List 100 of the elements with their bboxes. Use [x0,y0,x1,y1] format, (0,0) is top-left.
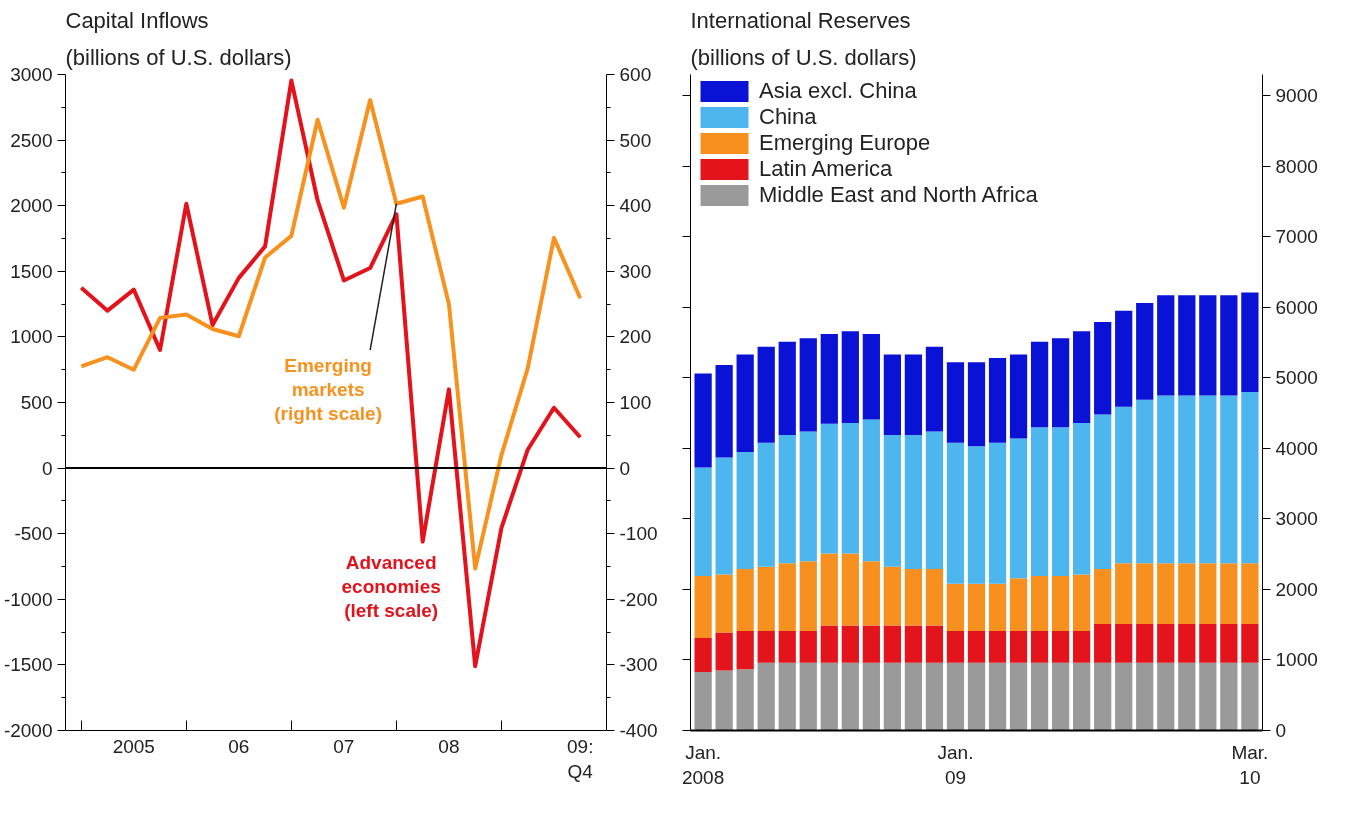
y-tick-label: 1000 [10,326,53,348]
bar [1157,662,1175,731]
series-label: Advanced economies (left scale) [341,551,441,621]
y-tick-label: 6000 [1275,296,1318,318]
bar [1052,338,1070,428]
bar [1199,295,1217,396]
legend-label: Latin America [759,156,893,182]
chart-title: Capital Inflows [65,7,209,33]
bar [946,362,965,443]
bar [799,431,817,562]
x-tick-label: 06 [228,735,250,757]
bar [757,346,775,443]
chart-subtitle: (billions of U.S. dollars) [690,44,917,70]
bar [1241,563,1259,624]
x-tick-label: 08 [438,735,460,757]
bar [778,563,796,632]
bar [1220,295,1238,396]
bar [1030,631,1049,663]
bar [946,442,965,584]
y-tick-label: 4000 [1275,437,1318,459]
bar [904,662,923,731]
y-tick-label: -1500 [3,654,53,676]
bar [1178,662,1196,731]
bar [1009,354,1028,439]
bar [715,574,733,633]
bar [1136,623,1154,663]
y-tick-label: 2000 [1275,578,1318,600]
bar [778,662,796,731]
bar [862,419,880,562]
bar [1136,303,1154,400]
bar [862,334,880,420]
bar [1052,662,1070,731]
bar [1241,391,1259,564]
y2-tick-label: -100 [619,523,658,545]
bar [904,354,923,435]
bar [736,568,754,632]
legend-label: Emerging Europe [759,130,931,156]
y-tick-label: 0 [41,457,53,479]
text: Emerging markets (right scale) [274,354,382,425]
bar [1052,427,1070,577]
x-tick-label: 07 [333,735,355,757]
y2-tick-label: -400 [619,720,658,741]
bar [925,431,944,569]
line-series [79,78,583,669]
x-tick-label: 2005 [112,735,155,757]
bar [967,362,986,447]
bar [1199,662,1217,731]
bar [925,662,944,731]
bar [1052,631,1070,663]
bar [946,631,965,663]
bar [1136,662,1154,731]
bar [904,434,923,569]
bar [1030,576,1049,632]
x-tick-label: Jan. 2008 [681,741,725,788]
y2-tick-label: 0 [619,457,631,479]
bar [904,625,923,663]
bar [1178,623,1196,663]
bar [1199,623,1217,663]
bar [967,662,986,731]
bar [1094,662,1112,731]
bar [820,625,838,663]
bar [1199,395,1217,564]
bar [1030,427,1049,577]
bar [1157,563,1175,624]
bar [1030,662,1049,731]
bar [799,631,817,663]
bar [1009,438,1028,579]
bar [820,423,838,554]
bar [1115,406,1133,564]
y2-tick-label: 500 [619,129,652,151]
y-tick-label: 1500 [10,260,53,282]
bar [988,631,1007,663]
bar [820,553,838,626]
bar [862,625,880,663]
bar [1220,623,1238,663]
bar [799,561,817,632]
y2-tick-label: 600 [619,64,652,85]
bar [925,625,944,663]
bar [715,632,733,671]
legend-label: Asia excl. China [759,78,917,104]
y2-tick-label: 400 [619,195,652,217]
bar [1199,563,1217,624]
bar [799,662,817,731]
bar [715,365,733,458]
bar [883,434,901,567]
bar [1241,662,1259,731]
y-tick-label: 5000 [1275,367,1318,389]
bar [694,467,712,577]
bar [1094,322,1112,415]
y-tick-label: 9000 [1275,85,1318,107]
y-tick-label: 500 [20,392,53,413]
bar [1073,574,1091,632]
y-tick-label: 2500 [10,129,53,151]
bar [883,662,901,731]
bar [715,457,733,575]
bar [988,358,1007,443]
bar [736,669,754,731]
y-tick-label: -500 [14,523,53,545]
bar [757,662,775,731]
bar [1136,399,1154,564]
